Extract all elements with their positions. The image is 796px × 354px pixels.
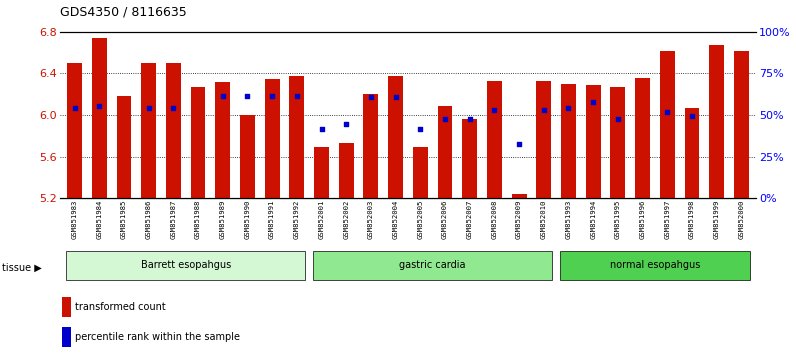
Bar <box>685 108 700 198</box>
Bar <box>215 82 230 198</box>
Bar <box>92 38 107 198</box>
Point <box>685 113 698 119</box>
Bar <box>265 79 279 198</box>
Point <box>488 107 501 113</box>
Text: GSM851994: GSM851994 <box>590 199 596 239</box>
Bar <box>660 51 675 198</box>
Bar <box>190 87 205 198</box>
Bar <box>314 147 329 198</box>
Text: gastric cardia: gastric cardia <box>400 260 466 270</box>
Bar <box>561 84 576 198</box>
Point <box>562 105 575 110</box>
Text: GSM851985: GSM851985 <box>121 199 127 239</box>
Text: GSM852001: GSM852001 <box>318 199 325 239</box>
Text: GSM852007: GSM852007 <box>466 199 473 239</box>
Text: GSM851997: GSM851997 <box>665 199 670 239</box>
Bar <box>734 51 749 198</box>
Text: GSM851998: GSM851998 <box>689 199 695 239</box>
Text: GSM851986: GSM851986 <box>146 199 151 239</box>
Point <box>68 105 81 110</box>
Text: GSM851990: GSM851990 <box>244 199 251 239</box>
Point <box>537 107 550 113</box>
Point <box>389 95 402 100</box>
Bar <box>116 96 131 198</box>
Point <box>217 93 229 99</box>
Bar <box>290 75 304 198</box>
Point <box>241 93 254 99</box>
FancyBboxPatch shape <box>66 251 306 280</box>
Text: GSM851989: GSM851989 <box>220 199 226 239</box>
Bar <box>611 87 626 198</box>
Text: GSM851991: GSM851991 <box>269 199 275 239</box>
Text: GSM852005: GSM852005 <box>417 199 423 239</box>
FancyBboxPatch shape <box>313 251 552 280</box>
Text: GSM851999: GSM851999 <box>714 199 720 239</box>
Text: GSM852009: GSM852009 <box>516 199 522 239</box>
Text: GSM852002: GSM852002 <box>343 199 349 239</box>
Text: transformed count: transformed count <box>75 302 166 312</box>
Text: tissue ▶: tissue ▶ <box>2 262 41 272</box>
Bar <box>586 85 601 198</box>
Point <box>142 105 155 110</box>
Point <box>661 109 673 115</box>
Text: GSM851993: GSM851993 <box>565 199 572 239</box>
Text: GSM852000: GSM852000 <box>739 199 744 239</box>
Bar <box>537 81 551 198</box>
Text: GSM851987: GSM851987 <box>170 199 176 239</box>
Bar <box>709 45 724 198</box>
Point <box>93 103 106 109</box>
Point <box>315 126 328 131</box>
Text: GSM852004: GSM852004 <box>392 199 399 239</box>
Bar <box>462 119 477 198</box>
Bar <box>240 115 255 198</box>
Bar <box>438 106 452 198</box>
Point <box>587 99 599 104</box>
Point <box>611 116 624 122</box>
Point <box>340 121 353 127</box>
Text: normal esopahgus: normal esopahgus <box>610 260 700 270</box>
Text: GSM851984: GSM851984 <box>96 199 102 239</box>
Point <box>463 116 476 122</box>
Text: GDS4350 / 8116635: GDS4350 / 8116635 <box>60 5 186 18</box>
Bar <box>141 63 156 198</box>
Text: GSM851995: GSM851995 <box>615 199 621 239</box>
Bar <box>67 63 82 198</box>
Point <box>266 93 279 99</box>
Bar <box>512 194 526 198</box>
Bar <box>364 94 378 198</box>
Bar <box>62 327 71 347</box>
Text: GSM851996: GSM851996 <box>640 199 646 239</box>
Point <box>513 141 525 147</box>
Text: GSM852008: GSM852008 <box>491 199 498 239</box>
Bar <box>413 147 427 198</box>
Bar <box>166 63 181 198</box>
Point <box>167 105 180 110</box>
Text: GSM851992: GSM851992 <box>294 199 300 239</box>
Point <box>365 95 377 100</box>
Text: GSM852010: GSM852010 <box>540 199 547 239</box>
Bar <box>62 297 71 317</box>
Text: GSM851988: GSM851988 <box>195 199 201 239</box>
Point <box>439 116 451 122</box>
Text: percentile rank within the sample: percentile rank within the sample <box>75 332 240 342</box>
Bar <box>339 143 353 198</box>
Text: GSM851983: GSM851983 <box>72 199 77 239</box>
Bar <box>388 75 403 198</box>
FancyBboxPatch shape <box>560 251 750 280</box>
Text: GSM852006: GSM852006 <box>442 199 448 239</box>
Bar <box>487 81 501 198</box>
Point <box>291 93 303 99</box>
Text: GSM852003: GSM852003 <box>368 199 374 239</box>
Point <box>414 126 427 131</box>
Bar <box>635 78 650 198</box>
Text: Barrett esopahgus: Barrett esopahgus <box>141 260 231 270</box>
